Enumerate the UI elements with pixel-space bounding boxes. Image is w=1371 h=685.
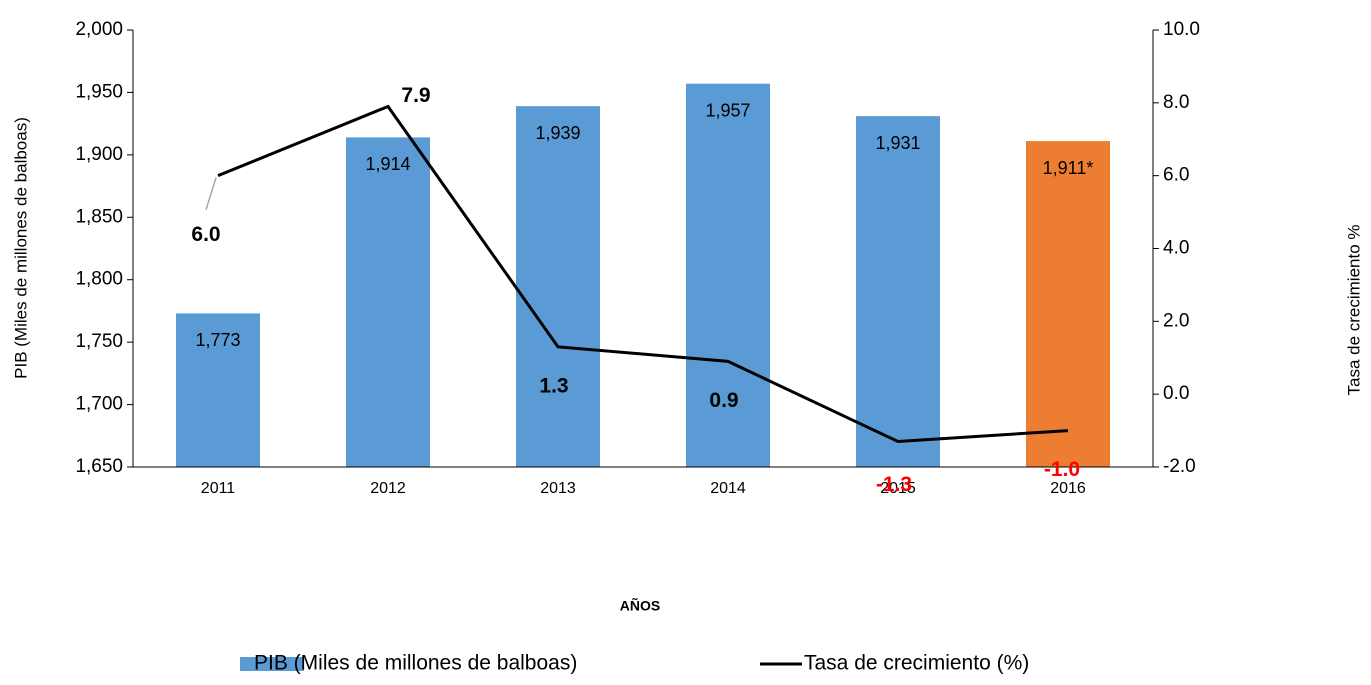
bar-value-label: 1,773 xyxy=(195,330,240,350)
legend-swatch xyxy=(240,657,304,671)
x-tick-label: 2016 xyxy=(1050,480,1086,497)
bar xyxy=(1026,141,1110,467)
y-tick-label: 1,900 xyxy=(75,144,123,165)
line-value-label: 0.9 xyxy=(709,389,738,412)
bar xyxy=(856,116,940,467)
bar-value-label: 1,911* xyxy=(1043,158,1094,178)
y2-tick-label: 10.0 xyxy=(1163,19,1200,40)
bar xyxy=(346,137,430,467)
y-tick-label: 1,700 xyxy=(75,394,123,415)
x-tick-label: 2011 xyxy=(201,480,236,497)
x-axis-label: AÑOS xyxy=(620,597,660,614)
x-tick-label: 2012 xyxy=(370,480,406,497)
y2-tick-label: 0.0 xyxy=(1163,383,1189,404)
line-value-label: -1.3 xyxy=(876,473,912,496)
bar xyxy=(516,106,600,468)
y-tick-label: 1,800 xyxy=(75,269,123,290)
y-tick-label: 1,650 xyxy=(75,456,123,477)
bar-value-label: 1,957 xyxy=(705,100,750,120)
x-tick-label: 2013 xyxy=(540,480,576,497)
bar-value-label: 1,931 xyxy=(875,133,920,153)
line-value-label: 6.0 xyxy=(191,223,220,246)
y2-tick-label: 4.0 xyxy=(1163,238,1189,259)
y2-tick-label: 2.0 xyxy=(1163,310,1189,331)
y-tick-label: 1,850 xyxy=(75,206,123,227)
x-tick-label: 2015 xyxy=(880,480,916,497)
y2-tick-label: 6.0 xyxy=(1163,165,1189,186)
y-axis-label: PIB (Miles de millones de balboas) xyxy=(11,117,30,379)
leader-line xyxy=(205,177,217,210)
y2-axis-label: Tasa de crecimiento % xyxy=(1344,224,1363,395)
bar xyxy=(686,83,770,467)
y-tick-label: 1,750 xyxy=(75,331,123,352)
y-tick-label: 2,000 xyxy=(75,19,123,40)
bar-value-label: 1,939 xyxy=(535,123,580,143)
y2-tick-label: -2.0 xyxy=(1163,456,1196,477)
y2-tick-label: 8.0 xyxy=(1163,92,1189,113)
line-value-label: 1.3 xyxy=(539,374,568,397)
x-tick-label: 2014 xyxy=(710,480,746,497)
legend-label: Tasa de crecimiento (%) xyxy=(804,652,1029,675)
bar-value-label: 1,914 xyxy=(365,154,410,174)
line-value-label: 7.9 xyxy=(401,84,430,107)
bar xyxy=(176,313,260,467)
legend-label: PIB (Miles de millones de balboas) xyxy=(254,652,577,675)
line-value-label: -1.0 xyxy=(1044,458,1080,481)
y-tick-label: 1,950 xyxy=(75,81,123,102)
line-series xyxy=(217,104,1069,444)
